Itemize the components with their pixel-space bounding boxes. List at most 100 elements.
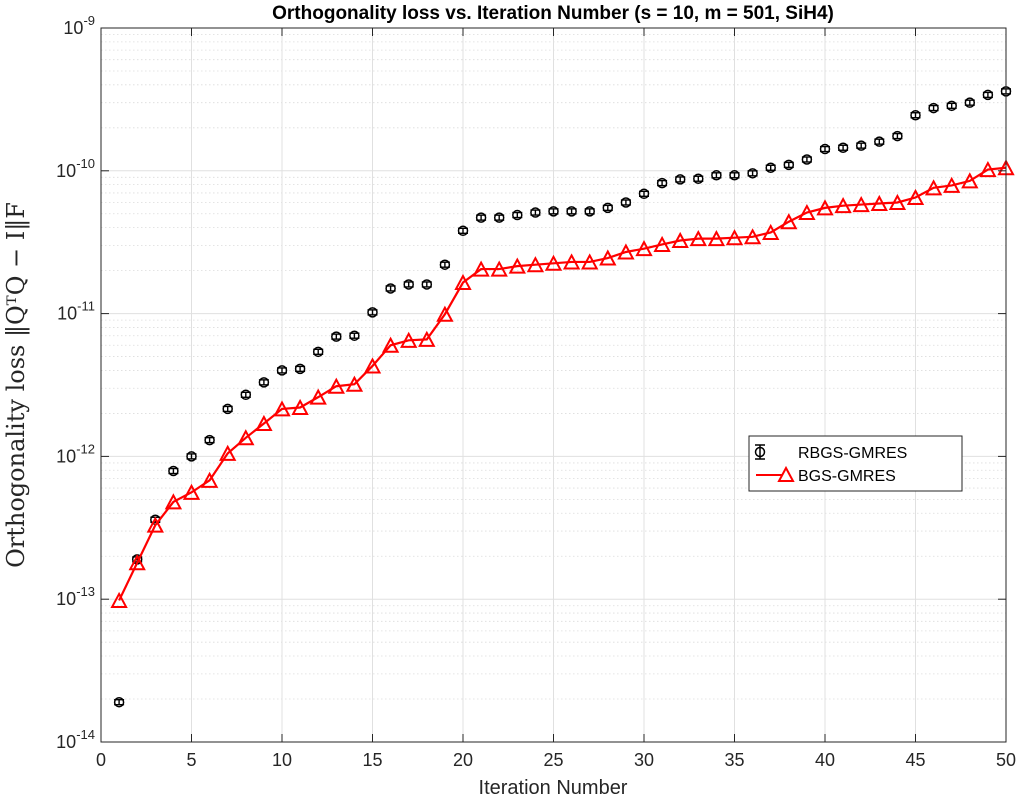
x-axis-label: Iteration Number (479, 777, 628, 799)
data-point (544, 254, 563, 271)
data-point (888, 193, 907, 210)
data-point (910, 109, 921, 121)
data-point (689, 230, 707, 247)
data-point (620, 197, 632, 208)
data-point (367, 307, 378, 318)
data-point (200, 471, 219, 488)
data-point (566, 206, 577, 217)
data-point (128, 554, 146, 571)
data-point (961, 172, 979, 189)
data-point (729, 170, 740, 181)
data-point (331, 331, 342, 342)
data-point (237, 429, 255, 446)
data-point (584, 206, 595, 217)
data-point (581, 253, 599, 270)
data-point (273, 400, 291, 417)
data-point (530, 207, 541, 218)
data-point (656, 177, 668, 189)
data-point (711, 170, 722, 181)
x-tick-label: 10 (272, 750, 292, 770)
data-point (490, 260, 508, 277)
data-point (512, 209, 523, 221)
data-point (255, 414, 273, 431)
data-point (146, 516, 164, 533)
data-point (219, 444, 237, 461)
y-tick-label: 10-14 (56, 727, 95, 752)
y-axis-label: Orthogonality loss ‖QᵀQ − I‖F (2, 202, 31, 568)
data-point (874, 136, 885, 147)
data-point (363, 357, 382, 374)
data-point (693, 173, 704, 184)
data-point (204, 434, 215, 446)
x-tick-label: 15 (362, 750, 382, 770)
data-point (164, 493, 183, 510)
data-point (892, 130, 903, 142)
data-point (439, 259, 451, 270)
data-point (400, 331, 418, 348)
data-point (783, 159, 795, 171)
legend-marker-triangle (777, 465, 795, 482)
data-point (327, 377, 345, 394)
data-point (602, 202, 614, 214)
legend: RBGS-GMRES BGS-GMRES (748, 435, 963, 492)
x-tick-label: 50 (996, 750, 1016, 770)
data-point (801, 154, 813, 165)
data-point (294, 363, 306, 375)
data-point (635, 240, 653, 257)
data-point (457, 225, 469, 237)
series-bgs-gmres (110, 159, 1015, 608)
legend-label-bgs: BGS-GMRES (798, 468, 896, 485)
data-point (780, 213, 798, 230)
data-point (381, 336, 400, 353)
data-point (276, 365, 288, 376)
data-point (819, 143, 831, 155)
data-point (385, 283, 396, 294)
y-tick-label: 10-11 (57, 299, 95, 324)
data-point (653, 235, 671, 252)
data-point (345, 375, 364, 392)
data-point (852, 195, 870, 213)
data-point (674, 174, 686, 185)
data-point (906, 188, 925, 206)
x-tick-label: 40 (815, 750, 835, 770)
data-point (870, 194, 888, 212)
y-tick-label: 10-12 (56, 441, 95, 466)
x-tick-label: 0 (96, 750, 106, 770)
chart-title: Orthogonality loss vs. Iteration Number … (272, 3, 834, 24)
data-point (946, 100, 957, 112)
data-point (240, 389, 252, 401)
data-point (562, 253, 581, 270)
data-point (816, 199, 834, 216)
data-point (798, 203, 816, 221)
legend-entry-bgs: BGS-GMRES (756, 465, 896, 485)
legend-entry-rbgs: RBGS-GMRES (754, 444, 907, 462)
data-point (168, 465, 179, 477)
data-point (475, 212, 487, 223)
data-point (182, 483, 201, 500)
data-point (671, 231, 689, 249)
data-point (454, 273, 472, 291)
data-point (258, 377, 270, 388)
data-point (113, 696, 125, 708)
y-axis-ticks: 10-14 10-13 10-12 10-11 10-10 10-9 (56, 13, 1006, 752)
y-tick-label: 10-13 (56, 584, 95, 609)
data-point (508, 257, 526, 274)
series-rbgs-gmres (113, 86, 1012, 708)
x-tick-label: 30 (634, 750, 654, 770)
data-point (309, 388, 327, 405)
data-point (291, 398, 309, 416)
data-point (186, 451, 197, 462)
data-point (982, 89, 994, 101)
legend-marker-circle (754, 446, 766, 458)
data-point (349, 330, 360, 341)
data-point (548, 206, 559, 217)
data-point (743, 228, 762, 245)
data-point (222, 403, 233, 415)
data-point (421, 279, 433, 290)
y-tick-label: 10-10 (56, 156, 95, 181)
x-tick-label: 35 (724, 750, 744, 770)
data-point (599, 249, 617, 266)
x-tick-label: 20 (453, 750, 473, 770)
data-point (436, 305, 454, 322)
data-point (638, 188, 650, 200)
